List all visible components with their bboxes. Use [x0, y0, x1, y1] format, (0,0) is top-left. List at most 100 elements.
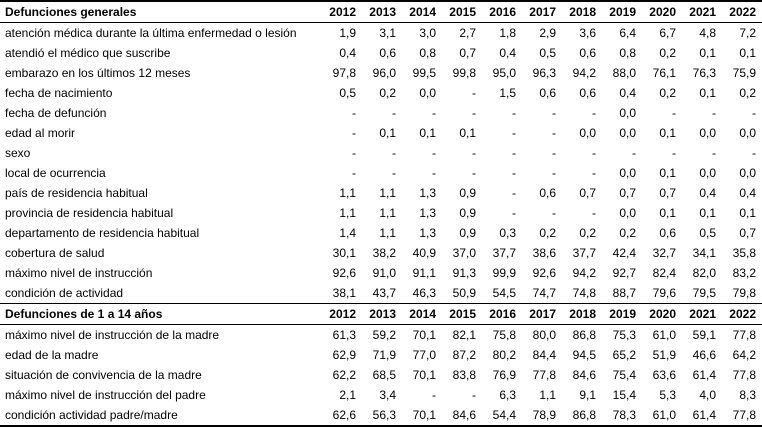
- row-label: fecha de defunción: [5, 106, 107, 120]
- value-cell: 0,0: [619, 126, 636, 140]
- value-cell: 91,0: [372, 266, 396, 280]
- value-cell: 80,0: [532, 328, 556, 342]
- value-cell: 32,7: [652, 246, 676, 260]
- value-cell: 83,8: [452, 368, 476, 382]
- value-cell: 76,3: [692, 66, 716, 80]
- value-cell: 0,7: [579, 186, 596, 200]
- year-header: 2021: [689, 5, 716, 19]
- value-cell: 82,4: [652, 266, 676, 280]
- value-cell: 78,9: [532, 408, 556, 422]
- value-cell: 95,0: [492, 66, 516, 80]
- value-cell: 6,4: [619, 26, 636, 40]
- value-cell: 0,2: [539, 226, 556, 240]
- row-label: país de residencia habitual: [5, 186, 148, 200]
- value-cell: 61,3: [332, 328, 356, 342]
- value-cell: 1,3: [419, 226, 436, 240]
- value-cell: 4,8: [699, 26, 716, 40]
- year-header: 2017: [529, 5, 556, 19]
- value-cell: 61,4: [692, 368, 716, 382]
- table-row: edad de la madre 62,9 71,9 77,0 87,2 80,2 84,4…: [0, 345, 762, 365]
- value-cell: 54,4: [492, 408, 516, 422]
- value-cell: -: [672, 146, 676, 160]
- value-cell: 77,0: [412, 348, 436, 362]
- value-cell: 0,0: [699, 166, 716, 180]
- row-label: fecha de nacimiento: [5, 86, 113, 100]
- value-cell: -: [472, 166, 476, 180]
- value-cell: 0,1: [659, 206, 676, 220]
- row-label: máximo nivel de instrucción de la madre: [5, 328, 220, 342]
- value-cell: 99,8: [452, 66, 476, 80]
- row-label: máximo nivel de instrucción del padre: [5, 388, 206, 402]
- value-cell: -: [552, 206, 556, 220]
- table-row: provincia de residencia habitual 1,1 1,1 1,…: [0, 203, 762, 223]
- row-label: atención médica durante la última enferm…: [5, 26, 297, 40]
- value-cell: 3,4: [379, 388, 396, 402]
- value-cell: 35,8: [732, 246, 756, 260]
- value-cell: -: [352, 106, 356, 120]
- value-cell: 0,2: [739, 86, 756, 100]
- value-cell: 70,1: [412, 368, 436, 382]
- value-cell: 92,6: [332, 266, 356, 280]
- value-cell: 1,9: [339, 26, 356, 40]
- value-cell: 0,9: [459, 206, 476, 220]
- value-cell: 59,1: [692, 328, 716, 342]
- table-row: departamento de residencia habitual 1,4 1,…: [0, 223, 762, 243]
- row-label: edad al morir: [5, 126, 76, 140]
- value-cell: -: [432, 166, 436, 180]
- value-cell: 75,8: [492, 328, 516, 342]
- value-cell: -: [352, 126, 356, 140]
- year-header: 2016: [489, 307, 516, 321]
- value-cell: 0,6: [579, 86, 596, 100]
- value-cell: 46,6: [692, 348, 716, 362]
- value-cell: -: [352, 146, 356, 160]
- value-cell: -: [512, 166, 516, 180]
- value-cell: 1,4: [339, 226, 356, 240]
- row-label: sexo: [5, 146, 31, 160]
- value-cell: -: [392, 106, 396, 120]
- value-cell: 0,4: [619, 86, 636, 100]
- value-cell: 34,1: [692, 246, 716, 260]
- value-cell: -: [512, 126, 516, 140]
- value-cell: 0,1: [739, 46, 756, 60]
- value-cell: 0,7: [659, 186, 676, 200]
- value-cell: 91,1: [412, 266, 436, 280]
- value-cell: 0,0: [699, 126, 716, 140]
- year-header: 2013: [369, 5, 396, 19]
- table-row: sexo - - - - - - - - - - -: [0, 143, 762, 163]
- table-row: máximo nivel de instrucción 92,6 91,0 91,1 9…: [0, 263, 762, 283]
- year-header: 2020: [649, 5, 676, 19]
- value-cell: 0,6: [539, 186, 556, 200]
- value-cell: 84,6: [572, 368, 596, 382]
- value-cell: 61,4: [692, 408, 716, 422]
- section-title: Defunciones generales: [5, 5, 137, 19]
- year-header: 2018: [569, 307, 596, 321]
- value-cell: -: [352, 166, 356, 180]
- year-header: 2022: [729, 307, 756, 321]
- value-cell: 1,1: [379, 226, 396, 240]
- value-cell: 0,0: [619, 106, 636, 120]
- value-cell: 75,4: [612, 368, 636, 382]
- value-cell: -: [552, 146, 556, 160]
- value-cell: 0,6: [379, 46, 396, 60]
- year-header: 2022: [729, 5, 756, 19]
- value-cell: 0,4: [739, 186, 756, 200]
- value-cell: 37,7: [492, 246, 516, 260]
- value-cell: -: [472, 86, 476, 100]
- value-cell: 92,6: [532, 266, 556, 280]
- value-cell: 3,1: [379, 26, 396, 40]
- value-cell: 0,9: [459, 226, 476, 240]
- value-cell: 15,4: [612, 388, 636, 402]
- section-header-row: Defunciones generales 2012 2013 2014 2015 201…: [0, 1, 762, 23]
- value-cell: 61,0: [652, 328, 676, 342]
- value-cell: 0,0: [619, 206, 636, 220]
- year-header: 2012: [329, 5, 356, 19]
- value-cell: -: [512, 186, 516, 200]
- value-cell: 0,5: [699, 226, 716, 240]
- value-cell: 88,7: [612, 286, 636, 300]
- row-label: embarazo en los últimos 12 meses: [5, 66, 191, 80]
- value-cell: 78,3: [612, 408, 636, 422]
- table-row: condición de actividad 38,1 43,7 46,3 50,9 54…: [0, 283, 762, 304]
- value-cell: -: [592, 206, 596, 220]
- value-cell: 71,9: [372, 348, 396, 362]
- value-cell: 86,8: [572, 408, 596, 422]
